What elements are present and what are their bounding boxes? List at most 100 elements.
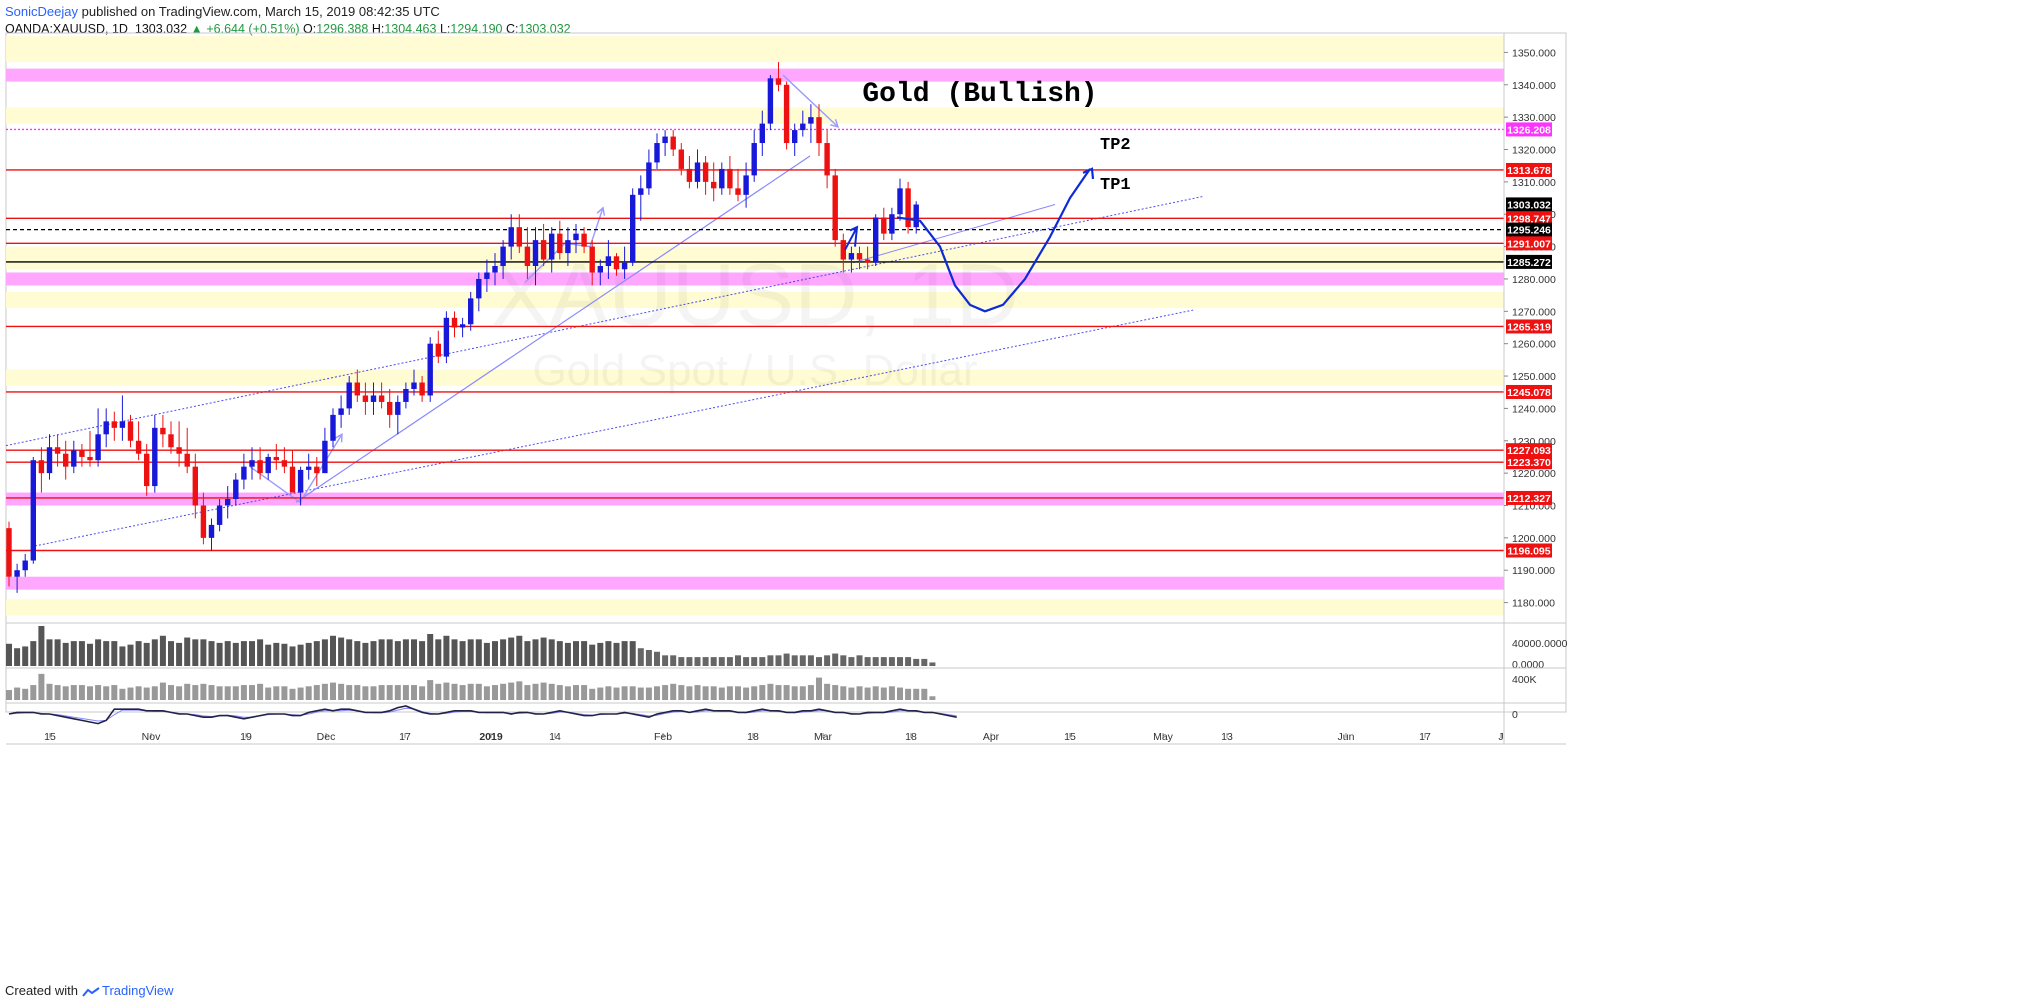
volume2-bar: [346, 685, 353, 700]
candle-body: [63, 453, 69, 467]
volume-bar: [524, 641, 531, 666]
volume-bar: [240, 641, 247, 666]
volume2-bar: [46, 683, 53, 700]
volume-bar: [799, 655, 806, 666]
price-badge-label: 1298.747: [1507, 213, 1551, 225]
candle-body: [719, 168, 725, 189]
volume2-bar: [467, 683, 474, 700]
volume2-bar: [637, 687, 644, 700]
candle-body: [443, 317, 450, 357]
candle-body: [403, 388, 409, 402]
candle-body: [864, 259, 871, 263]
volume-bar: [743, 657, 750, 666]
volume-bar: [508, 637, 515, 666]
volume2-bar: [840, 686, 847, 700]
candle-body: [314, 466, 320, 474]
volume-bar: [30, 641, 37, 666]
volume2-axis-label: 400K: [1512, 674, 1537, 686]
volume-bar: [540, 637, 547, 666]
candle-body: [322, 440, 328, 474]
volume2-bar: [524, 685, 531, 700]
price-badge: [1506, 319, 1552, 334]
price-badge-label: 1291.007: [1507, 238, 1551, 250]
candle-body: [152, 427, 158, 487]
price-badge: [1506, 222, 1552, 237]
candle-body: [192, 466, 198, 506]
candle-body: [670, 136, 676, 150]
tp1-label: TP1: [1100, 176, 1131, 195]
price-badge: [1506, 543, 1552, 558]
price-badge-label: 1245.078: [1507, 387, 1551, 399]
author-link[interactable]: SonicDeejay: [5, 4, 78, 19]
support-trendline: [295, 155, 811, 503]
time-tick-label: 19: [240, 731, 252, 743]
candle-body: [411, 382, 417, 389]
volume2-bar: [662, 685, 669, 700]
time-tick-label: Feb: [654, 731, 672, 743]
volume-bar: [564, 642, 571, 666]
volume2-bar: [459, 685, 466, 700]
candle-body: [727, 168, 733, 189]
volume2-bar: [759, 685, 766, 700]
publish-info: SonicDeejay published on TradingView.com…: [5, 4, 440, 19]
volume-bar: [70, 641, 77, 666]
volume2-bar: [70, 685, 77, 700]
price-badge-label: 1227.093: [1507, 445, 1551, 457]
volume-bar: [840, 655, 847, 666]
volume-bar: [87, 643, 93, 666]
candle-body: [378, 395, 385, 402]
time-tick-label: 18: [905, 731, 917, 743]
candle-body: [427, 343, 433, 396]
swing-arrow-2: [524, 207, 604, 283]
volume2-bar: [443, 682, 450, 700]
price-tick-label: 1330.000: [1512, 112, 1556, 124]
volume2-bar: [824, 683, 831, 700]
volume-bar: [159, 635, 166, 666]
candle-body: [532, 240, 539, 267]
volume2-bar: [386, 685, 393, 700]
tradingview-link[interactable]: TradingView: [101, 983, 174, 998]
volume-bar: [726, 657, 733, 666]
time-tick-label: J: [1498, 731, 1503, 743]
volume2-bar: [159, 682, 166, 700]
volume2-bar: [832, 685, 839, 700]
volume2-bar: [929, 696, 936, 700]
volume2-bar: [492, 685, 498, 700]
volume2-bar: [581, 685, 588, 700]
volume2-bar: [168, 685, 174, 700]
volume-bar: [929, 662, 936, 666]
volume2-bar: [807, 685, 814, 700]
volume2-bar: [87, 686, 93, 700]
swing-arrow-1-head: [334, 433, 343, 443]
price-tick-label: 1180.000: [1512, 598, 1555, 610]
watermark-name: Gold Spot / U.S. Dollar: [532, 346, 977, 395]
volume2-bar: [605, 686, 612, 700]
volume-bar: [573, 641, 579, 666]
time-tick-label: 15: [1064, 731, 1076, 743]
volume2-bar: [143, 687, 150, 700]
price-tick-label: 1190.000: [1512, 565, 1555, 577]
lower-channel-line: [34, 309, 1196, 547]
price-badge: [1506, 236, 1552, 251]
price-badge-label: 1265.319: [1507, 321, 1551, 333]
volume2-bar: [475, 683, 482, 700]
candle-body: [573, 233, 579, 241]
volume-bar: [313, 641, 320, 666]
volume-bar: [637, 648, 644, 666]
candle-body: [881, 217, 887, 234]
price-badge-label: 1313.678: [1507, 165, 1551, 177]
volume-bar: [62, 642, 69, 666]
volume2-bar: [151, 686, 158, 700]
volume-bar: [305, 642, 312, 666]
candle-body: [508, 227, 514, 247]
price-zone: [6, 369, 1504, 386]
candle-body: [711, 181, 717, 189]
volume2-bar: [427, 680, 434, 700]
volume-bar: [265, 644, 272, 666]
volume-bar: [905, 657, 912, 666]
candle-body: [686, 168, 693, 182]
volume2-bar: [95, 685, 102, 700]
volume2-bar: [921, 688, 928, 700]
candle-body: [873, 217, 879, 263]
